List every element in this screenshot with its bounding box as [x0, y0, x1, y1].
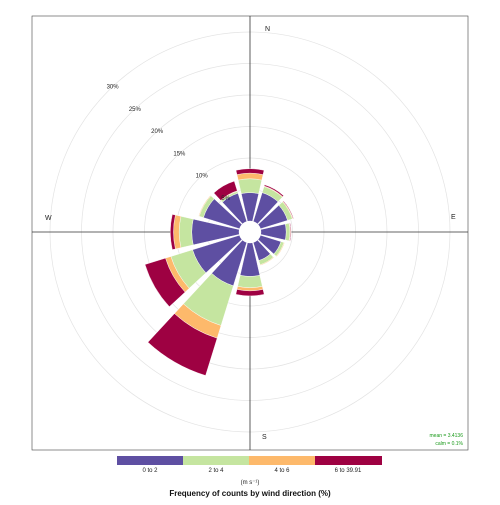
wedge-dir-330-6-to-39-91: [213, 180, 238, 201]
wedge-dir-270-6-to-39-91: [170, 214, 176, 250]
legend-swatch-2-to-4: [183, 456, 249, 465]
radial-tick-label-5: 5%: [221, 196, 230, 202]
tick-label-layer: 5% 10% 15% 20% 25% 30%: [107, 85, 231, 202]
wedge-layer: [144, 168, 294, 376]
legend-label-6-to-39-91: 6 to 39.91: [335, 468, 362, 474]
legend-label-4-to-6: 4 to 6: [274, 468, 290, 474]
legend-label-2-to-4: 2 to 4: [208, 468, 224, 474]
wedge-dir-180-2-to-4: [237, 275, 263, 288]
legend-swatch-6-to-39-91: [315, 456, 382, 465]
wedge-dir-150-4-to-6: [259, 256, 275, 266]
wedge-dir-240-6-to-39-91: [144, 257, 186, 307]
legend-swatch-4-to-6: [249, 456, 315, 465]
mean-stat: mean = 3.4136: [430, 433, 464, 439]
wedge-dir-210-6-to-39-91: [147, 313, 218, 376]
wedge-dir-270-2-to-4: [179, 216, 194, 248]
radial-tick-label-30: 30%: [107, 85, 120, 91]
center-hole: [239, 221, 261, 243]
radial-tick-label-25: 25%: [129, 107, 142, 113]
wedge-dir-180-6-to-39-91: [235, 289, 265, 297]
wedge-dir-300-4-to-6: [198, 195, 212, 217]
radial-tick-label-15: 15%: [173, 151, 186, 157]
legend-swatch-0-to-2: [117, 456, 183, 465]
wedge-dir-0-6-to-39-91: [235, 168, 265, 175]
wedge-dir-0-2-to-4: [237, 178, 263, 194]
legend-units: (m s⁻¹): [241, 480, 260, 486]
wedge-dir-120-4-to-6: [275, 242, 285, 257]
wedge-dir-30-6-to-39-91: [263, 184, 284, 197]
compass-west-label: W: [45, 215, 52, 222]
calm-stat: calm = 0.1%: [435, 441, 463, 447]
wedge-dir-90-6-to-39-91: [289, 222, 292, 242]
legend: 0 to 2 2 to 4 4 to 6 6 to 39.91 (m s⁻¹) …: [117, 456, 382, 498]
legend-label-0-to-2: 0 to 2: [142, 468, 158, 474]
wedge-dir-60-6-to-39-91: [282, 200, 294, 219]
compass-east-label: E: [451, 214, 456, 221]
radial-tick-label-20: 20%: [151, 129, 164, 135]
compass-south-label: S: [262, 434, 267, 441]
legend-caption: Frequency of counts by wind direction (%…: [169, 489, 331, 498]
compass-north-label: N: [265, 26, 270, 33]
radial-tick-label-10: 10%: [196, 174, 209, 180]
